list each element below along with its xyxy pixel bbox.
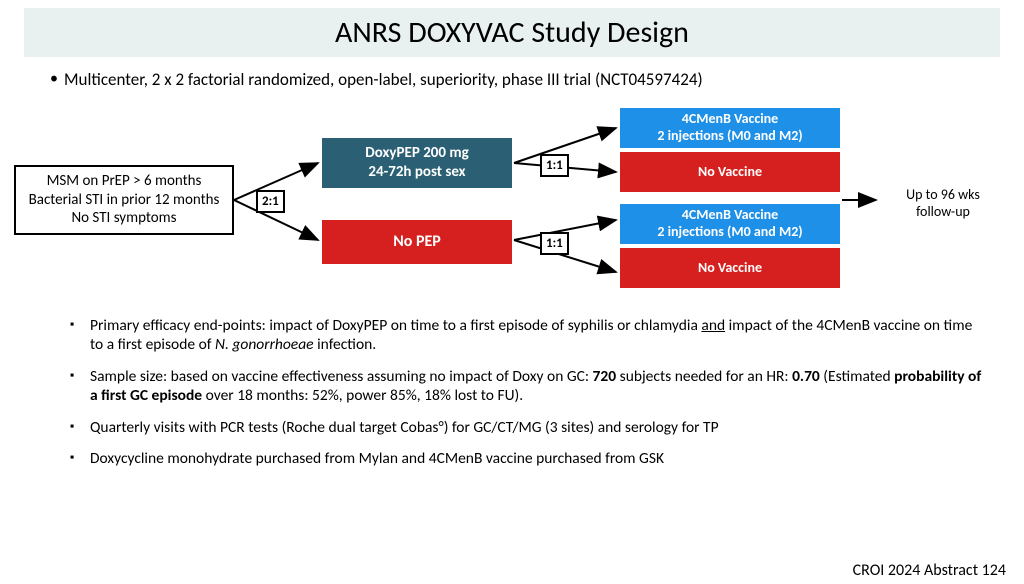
- inclusion-line2: Bacterial STI in prior 12 months: [29, 191, 220, 210]
- inclusion-line3: No STI symptoms: [71, 209, 176, 228]
- vaccine-arm-box-2: 4CMenB Vaccine 2 injections (M0 and M2): [620, 204, 840, 244]
- slide-title: ANRS DOXYVAC Study Design: [24, 8, 1000, 57]
- bullet-drug-source: Doxycycline monohydrate purchased from M…: [70, 449, 984, 468]
- randomization-ratio-2to1: 2:1: [256, 190, 285, 213]
- doxypep-line1: DoxyPEP 200 mg: [365, 144, 468, 163]
- vaccine-line2: 2 injections (M0 and M2): [657, 128, 802, 145]
- no-pep-arm-box: No PEP: [322, 220, 512, 264]
- doxypep-arm-box: DoxyPEP 200 mg 24-72h post sex: [322, 138, 512, 188]
- vaccine-line1b: 4CMenB Vaccine: [682, 207, 778, 224]
- vaccine-line2b: 2 injections (M0 and M2): [657, 224, 802, 241]
- followup-line2: follow-up: [878, 203, 1008, 220]
- no-vaccine-label-1: No Vaccine: [698, 164, 762, 181]
- study-details-list: Primary efficacy end-points: impact of D…: [70, 316, 984, 468]
- bullet-sample-size: Sample size: based on vaccine effectiven…: [70, 367, 984, 406]
- no-vaccine-label-2: No Vaccine: [698, 260, 762, 277]
- doxypep-line2: 24-72h post sex: [368, 163, 465, 182]
- no-vaccine-arm-box-2: No Vaccine: [620, 248, 840, 288]
- randomization-ratio-bottom: 1:1: [540, 232, 569, 255]
- vaccine-line1: 4CMenB Vaccine: [682, 111, 778, 128]
- inclusion-line1: MSM on PrEP > 6 months: [47, 172, 202, 191]
- no-vaccine-arm-box-1: No Vaccine: [620, 152, 840, 192]
- no-pep-label: No PEP: [393, 232, 441, 252]
- vaccine-arm-box-1: 4CMenB Vaccine 2 injections (M0 and M2): [620, 108, 840, 148]
- study-flowchart: MSM on PrEP > 6 months Bacterial STI in …: [0, 100, 1024, 310]
- randomization-ratio-top: 1:1: [540, 154, 569, 177]
- design-summary-bullet: Multicenter, 2 x 2 factorial randomized,…: [50, 69, 984, 90]
- inclusion-criteria-box: MSM on PrEP > 6 months Bacterial STI in …: [14, 165, 234, 235]
- bullet-primary-endpoints: Primary efficacy end-points: impact of D…: [70, 316, 984, 355]
- citation-footer: CROI 2024 Abstract 124: [853, 561, 1006, 580]
- bullet-visits: Quarterly visits with PCR tests (Roche d…: [70, 418, 984, 437]
- followup-line1: Up to 96 wks: [878, 186, 1008, 203]
- followup-label: Up to 96 wks follow-up: [878, 186, 1008, 220]
